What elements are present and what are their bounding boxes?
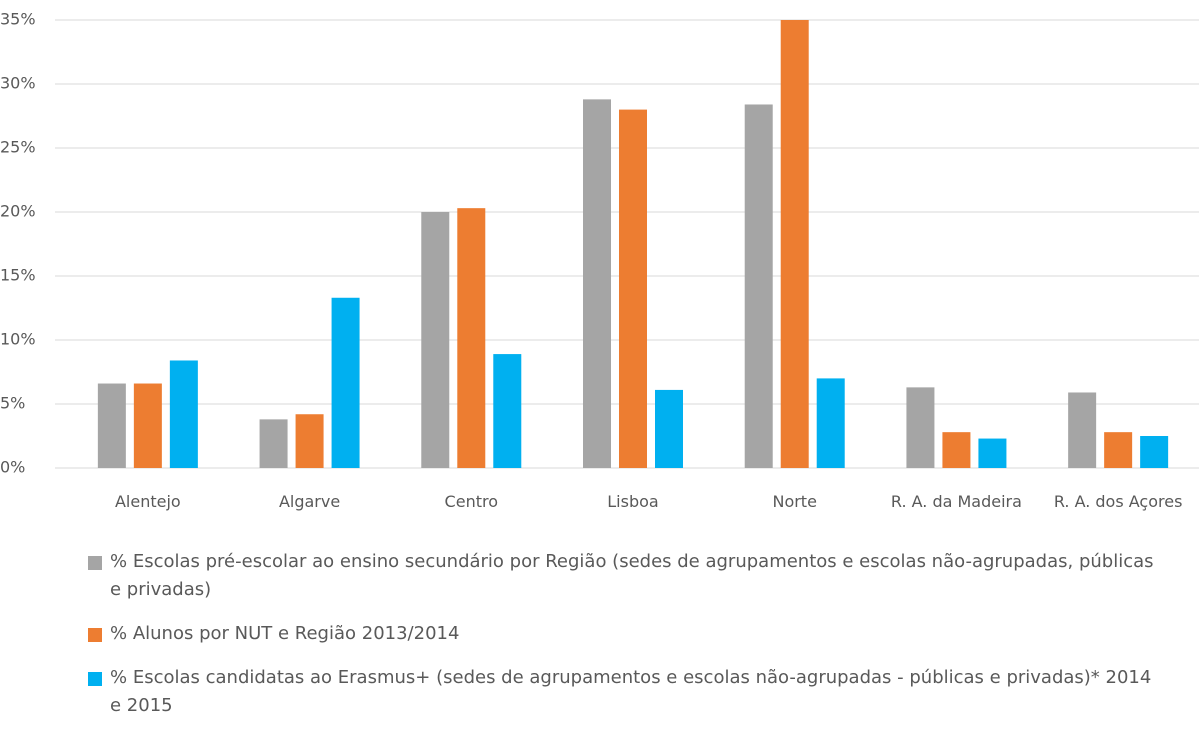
bar: [493, 354, 522, 468]
bar: [619, 109, 647, 468]
y-tick-label: 20%: [0, 202, 36, 221]
legend-entry: % Escolas pré-escolar ao ensino secundár…: [88, 548, 1168, 604]
y-tick-label: 10%: [0, 330, 36, 349]
bar: [655, 389, 683, 468]
bar: [259, 419, 288, 468]
x-tick-label: Algarve: [278, 492, 341, 511]
legend-entry: % Alunos por NUT e Região 2013/2014: [88, 620, 1168, 648]
bar: [1104, 432, 1133, 468]
legend-swatch: [88, 672, 102, 686]
x-tick-label: Lisboa: [607, 492, 659, 511]
bar: [331, 297, 360, 468]
bar: [421, 212, 450, 468]
bar: [457, 208, 486, 468]
x-tick-label: Centro: [444, 492, 498, 511]
legend-entry: % Escolas candidatas ao Erasmus+ (sedes …: [88, 664, 1168, 720]
legend-swatch: [88, 628, 102, 642]
y-tick-label: 25%: [0, 138, 36, 157]
bar: [1140, 436, 1169, 468]
y-tick-label: 30%: [0, 74, 36, 93]
legend-swatch: [88, 556, 102, 570]
bar: [97, 383, 126, 468]
x-tick-label: Alentejo: [114, 492, 181, 511]
x-tick-label: R. A. dos Açores: [1053, 492, 1183, 511]
y-tick-label: 5%: [0, 394, 25, 413]
y-tick-label: 0%: [0, 458, 25, 477]
x-tick-label: Norte: [772, 492, 817, 511]
bar: [133, 383, 162, 468]
y-tick-label: 35%: [0, 10, 36, 29]
bar: [942, 432, 971, 468]
bar: [780, 20, 809, 468]
x-tick-label: R. A. da Madeira: [890, 492, 1022, 511]
bar: [978, 438, 1007, 468]
legend-label: % Alunos por NUT e Região 2013/2014: [110, 623, 460, 644]
legend-label: % Escolas candidatas ao Erasmus+ (sedes …: [110, 667, 1152, 716]
bar: [295, 414, 324, 468]
bar: [816, 378, 845, 468]
bar: [169, 360, 198, 468]
y-tick-label: 15%: [0, 266, 36, 285]
bar: [744, 104, 773, 468]
bar: [906, 387, 935, 468]
legend-label: % Escolas pré-escolar ao ensino secundár…: [110, 551, 1154, 600]
bar: [1068, 392, 1097, 468]
bar: [583, 99, 611, 469]
